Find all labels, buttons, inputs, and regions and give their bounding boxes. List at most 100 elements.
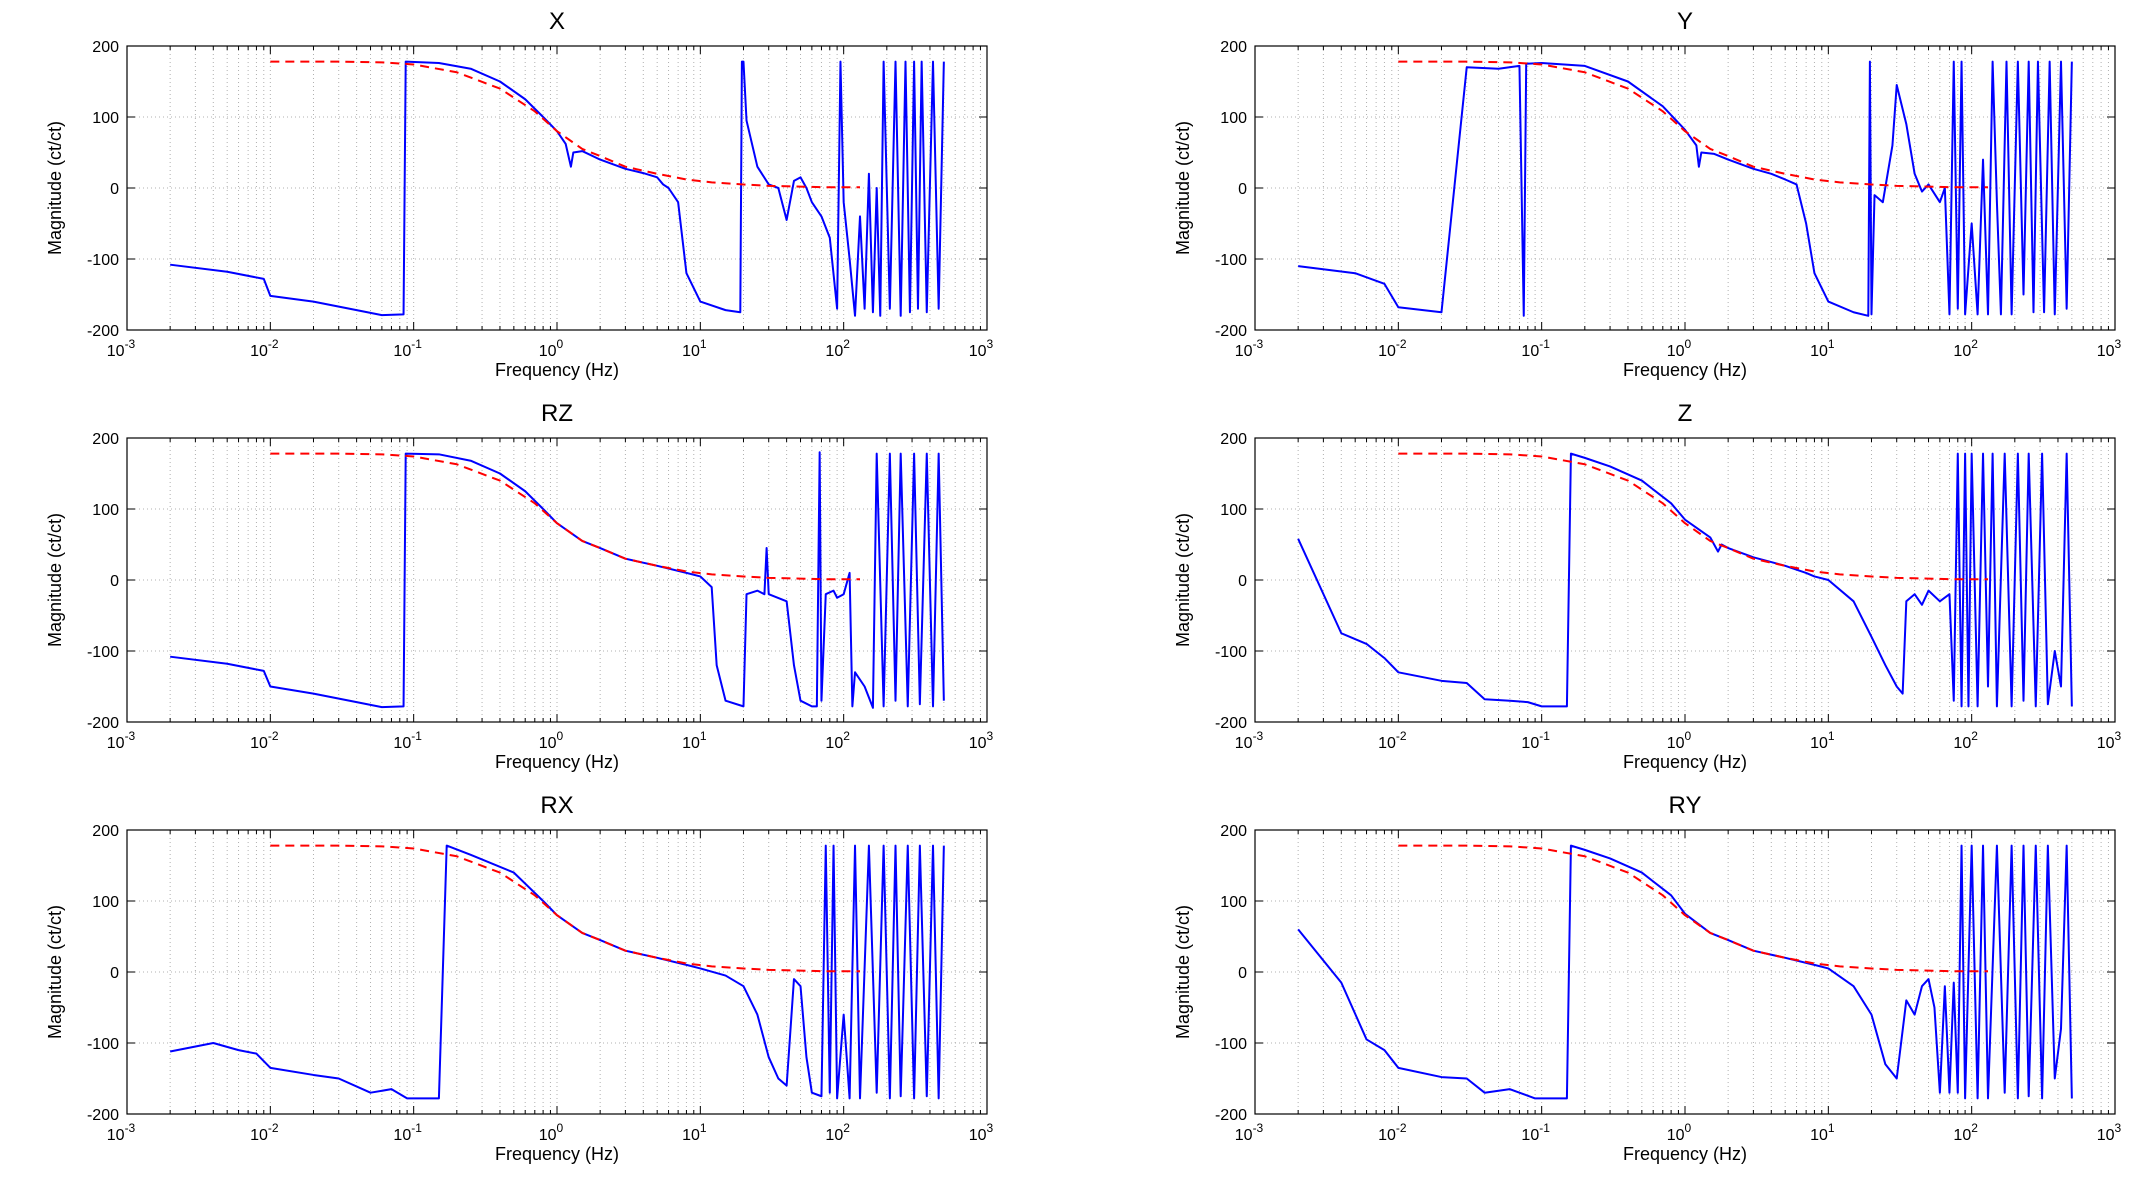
subplot-title: X: [548, 8, 565, 35]
x-tick-label: 10-3: [107, 729, 136, 752]
x-tick-label: 10-2: [1378, 337, 1407, 360]
y-tick-label: 0: [110, 965, 119, 982]
y-axis-label: Magnitude (ct/ct): [45, 120, 65, 256]
x-tick-label: 102: [825, 337, 850, 360]
y-tick-label: -200: [87, 715, 119, 732]
x-tick-label: 10-2: [1378, 1121, 1407, 1144]
y-tick-label: 200: [1220, 431, 1247, 448]
x-tick-label: 10-2: [250, 729, 279, 752]
y-axis-label: Magnitude (ct/ct): [1173, 120, 1193, 256]
series-line-measurement: [1298, 60, 2073, 317]
x-tick-label: 100: [539, 337, 564, 360]
subplot-y: Y Magnitude (ct/ct) 200 100 0 -100 -200 10-3 1…: [1128, 0, 2147, 392]
series-line-measurement: [1297, 452, 2073, 708]
x-tick-label: 103: [2097, 729, 2122, 752]
x-tick-label: 10-1: [393, 1121, 422, 1144]
x-tick-label: 101: [682, 729, 707, 752]
subplot-title: RX: [540, 792, 574, 819]
x-tick-label: 101: [682, 1121, 707, 1144]
subplot-title: Z: [1677, 400, 1693, 427]
y-tick-label: -100: [1215, 252, 1247, 269]
y-tick-label: -200: [87, 323, 119, 340]
series-line-measurement: [170, 60, 945, 317]
subplot-title: RZ: [541, 400, 573, 427]
x-tick-label: 100: [1667, 729, 1692, 752]
x-tick-label: 102: [825, 729, 850, 752]
series-line-measurement: [170, 451, 945, 709]
y-axis-label: Magnitude (ct/ct): [45, 904, 65, 1040]
x-tick-label: 10-3: [1235, 337, 1264, 360]
subplot-z: Z Magnitude (ct/ct) 200 100 0 -100 -200 10-3 1…: [1128, 392, 2147, 784]
y-tick-label: 200: [1220, 823, 1247, 840]
x-tick-label: 103: [969, 337, 994, 360]
y-tick-label: 100: [92, 894, 119, 911]
x-tick-label: 101: [1810, 729, 1835, 752]
x-axis-label: Frequency (Hz): [494, 360, 620, 380]
x-tick-label: 101: [1810, 1121, 1835, 1144]
x-tick-label: 10-3: [1235, 1121, 1264, 1144]
y-axis-label: Magnitude (ct/ct): [1173, 512, 1193, 648]
x-tick-label: 103: [2097, 337, 2122, 360]
y-tick-label: 0: [1238, 181, 1247, 198]
y-tick-label: 100: [1220, 894, 1247, 911]
y-tick-label: 0: [110, 573, 119, 590]
x-axis-label: Frequency (Hz): [1622, 1144, 1748, 1164]
y-tick-label: 0: [110, 181, 119, 198]
subplot-title: RY: [1668, 792, 1702, 819]
y-tick-label: 200: [92, 39, 119, 56]
y-tick-label: -200: [1215, 1107, 1247, 1124]
y-tick-label: 0: [1238, 573, 1247, 590]
subplot-x: X Magnitude (ct/ct) 200 100 0 -100 -200 10-3 1…: [0, 0, 1019, 392]
subplot-title: Y: [1676, 8, 1693, 35]
y-tick-label: 100: [92, 502, 119, 519]
y-tick-label: -100: [87, 252, 119, 269]
x-tick-label: 101: [682, 337, 707, 360]
tick-marks: [1254, 437, 2116, 723]
x-tick-label: 103: [969, 1121, 994, 1144]
x-tick-label: 101: [1810, 337, 1835, 360]
subplot-rx: RX Magnitude (ct/ct) 200 100 0 -100 -200 10-3…: [0, 784, 1019, 1176]
y-tick-label: -200: [1215, 715, 1247, 732]
tick-marks: [1254, 45, 2116, 331]
x-tick-label: 100: [1667, 337, 1692, 360]
x-tick-label: 10-3: [107, 1121, 136, 1144]
x-tick-label: 102: [1953, 337, 1978, 360]
x-tick-label: 100: [1667, 1121, 1692, 1144]
y-tick-label: 100: [92, 110, 119, 127]
tick-marks: [1254, 829, 2116, 1115]
x-axis-label: Frequency (Hz): [494, 1144, 620, 1164]
x-tick-label: 102: [825, 1121, 850, 1144]
x-tick-label: 100: [539, 1121, 564, 1144]
y-tick-label: -200: [1215, 323, 1247, 340]
x-tick-label: 10-1: [1521, 337, 1550, 360]
x-tick-label: 10-2: [250, 337, 279, 360]
y-tick-label: 200: [1220, 39, 1247, 56]
grid: [127, 830, 987, 1114]
series-line-model: [1398, 60, 1988, 189]
x-axis-label: Frequency (Hz): [1622, 752, 1748, 772]
series-line-measurement: [169, 844, 945, 1100]
series-line-model: [270, 844, 860, 973]
tick-marks: [126, 829, 988, 1115]
subplot-ry: RY Magnitude (ct/ct) 200 100 0 -100 -200 10-3…: [1128, 784, 2147, 1176]
y-tick-label: 100: [1220, 502, 1247, 519]
series-line-model: [270, 60, 860, 189]
x-tick-label: 10-1: [1521, 1121, 1550, 1144]
y-tick-label: -100: [87, 1036, 119, 1053]
x-axis-label: Frequency (Hz): [1622, 360, 1748, 380]
y-tick-label: 100: [1220, 110, 1247, 127]
series-line-model: [270, 452, 860, 581]
y-axis-label: Magnitude (ct/ct): [1173, 904, 1193, 1040]
x-tick-label: 10-1: [1521, 729, 1550, 752]
x-tick-label: 10-1: [393, 337, 422, 360]
x-tick-label: 10-1: [393, 729, 422, 752]
x-tick-label: 10-2: [250, 1121, 279, 1144]
y-axis-label: Magnitude (ct/ct): [45, 512, 65, 648]
